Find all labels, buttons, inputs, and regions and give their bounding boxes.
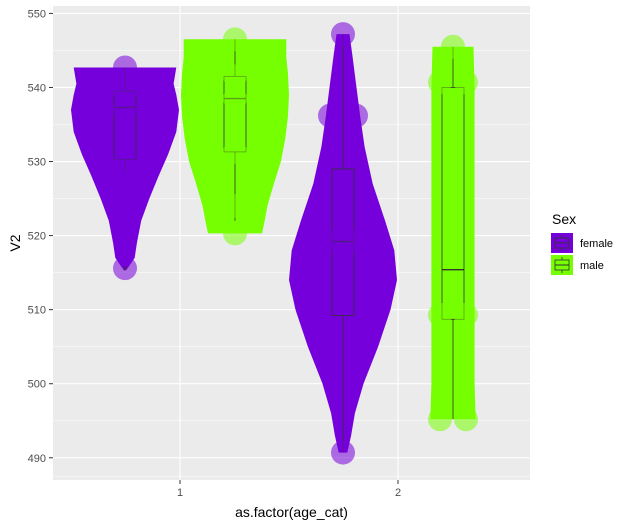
y-tick-label: 490 [28, 453, 46, 465]
legend: Sex female male [551, 211, 613, 275]
legend-key-female [551, 233, 573, 253]
legend-label-male: male [580, 260, 604, 272]
legend-label-female: female [580, 238, 613, 250]
point-male [441, 34, 465, 59]
x-axis-title: as.factor(age_cat) [235, 504, 348, 520]
box-iqr [441, 87, 465, 320]
point-male [223, 86, 247, 111]
point-female [331, 22, 355, 47]
point-female [113, 149, 137, 174]
point-female [344, 103, 368, 128]
data-points [113, 22, 478, 465]
point-female [113, 79, 137, 104]
y-axis-ticks: 490 500 510 520 530 540 550 [28, 8, 53, 465]
x-tick-label: 2 [395, 487, 401, 499]
boxplot-male-2 [441, 46, 465, 420]
point-male [223, 139, 247, 164]
y-tick-label: 510 [28, 305, 46, 317]
legend-title: Sex [552, 211, 576, 227]
point-male [428, 302, 452, 327]
point-female [113, 256, 137, 281]
point-female [318, 103, 342, 128]
point-male [428, 407, 452, 432]
y-tick-label: 550 [28, 8, 46, 20]
boxplots [113, 34, 465, 453]
y-tick-label: 540 [28, 82, 46, 94]
point-female [318, 229, 342, 254]
point-female [344, 229, 368, 254]
point-male [223, 27, 247, 52]
y-tick-label: 520 [28, 231, 46, 243]
x-tick-label: 1 [177, 487, 183, 499]
legend-key-male [551, 255, 573, 275]
point-male [223, 193, 247, 218]
point-male [454, 70, 478, 95]
point-female [113, 97, 137, 122]
point-male [223, 64, 247, 89]
point-male [223, 221, 247, 246]
y-axis-title: V2 [7, 234, 23, 251]
point-male [428, 70, 452, 95]
point-female [113, 55, 137, 80]
point-male [454, 302, 478, 327]
y-tick-label: 500 [28, 379, 46, 391]
point-female [331, 440, 355, 465]
point-male [454, 407, 478, 432]
y-tick-label: 530 [28, 157, 46, 169]
